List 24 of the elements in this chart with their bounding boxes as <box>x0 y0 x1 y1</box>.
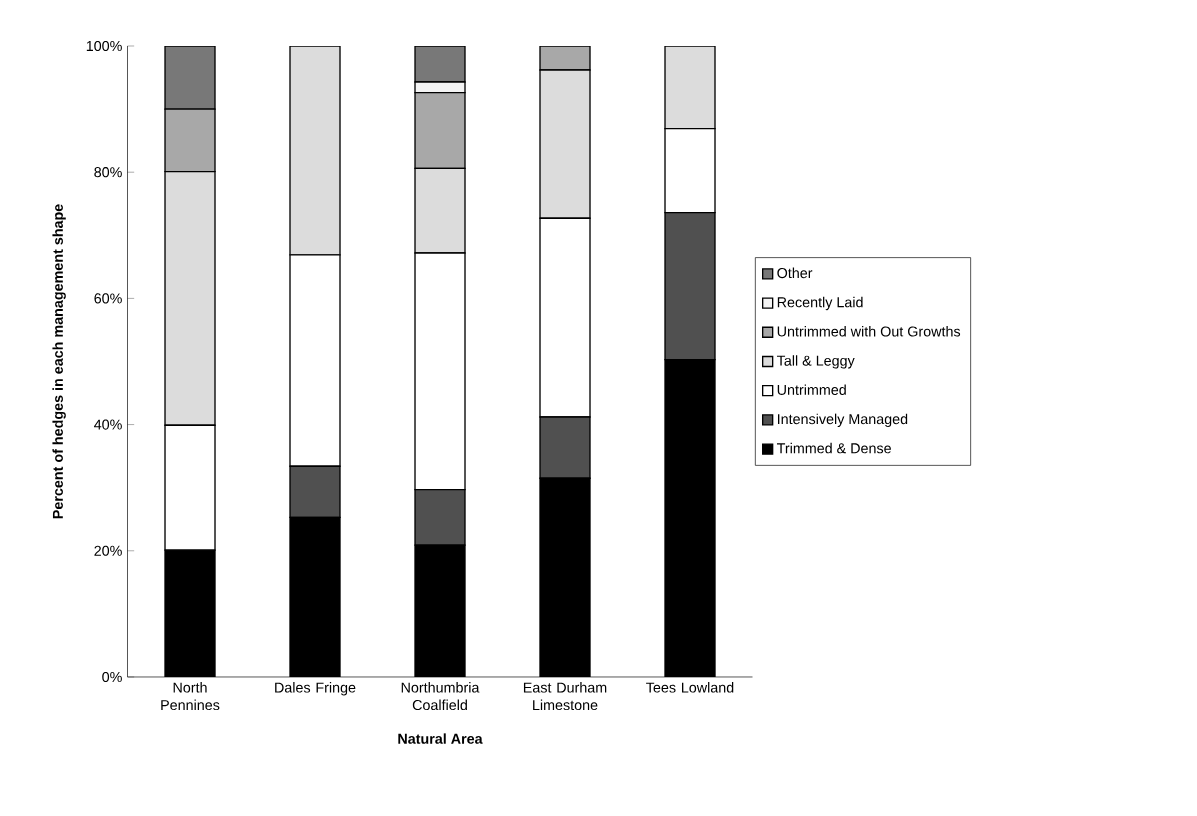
bar <box>414 92 466 170</box>
y-axis-title: Percent of hedges in each management shape <box>52 204 66 519</box>
x-tick-label: North Pennines <box>161 682 220 711</box>
y-tick-label: 0% <box>102 671 122 683</box>
x-tick-label: Northumbria Coalfield <box>401 682 480 711</box>
legend-label: Trimmed & Dense <box>776 442 891 454</box>
x-tick-label: Tees Lowland <box>646 682 734 693</box>
legend-label: Intensively Managed <box>778 413 908 427</box>
x-tick-label: Dales Fringe <box>275 682 356 696</box>
x-axis-title: Natural Area <box>398 733 483 744</box>
bar <box>164 45 216 110</box>
y-tick-label: 40% <box>94 419 122 430</box>
y-tick-label: 20% <box>94 545 122 556</box>
y-tick-label: 60% <box>94 293 122 304</box>
legend-label: Other <box>777 267 813 279</box>
legend-label: Recently Laid <box>777 296 863 311</box>
y-tick-label: 80% <box>94 167 122 178</box>
legend-label: Untrimmed with Out Growths <box>777 326 961 337</box>
y-tick-label: 100% <box>86 40 122 52</box>
legend-label: Tall & Leggy <box>776 355 855 369</box>
bar <box>164 108 216 173</box>
x-tick-label: East Durham Limestone <box>523 682 607 711</box>
bar <box>414 45 466 83</box>
legend-label: Untrimmed <box>777 384 846 395</box>
